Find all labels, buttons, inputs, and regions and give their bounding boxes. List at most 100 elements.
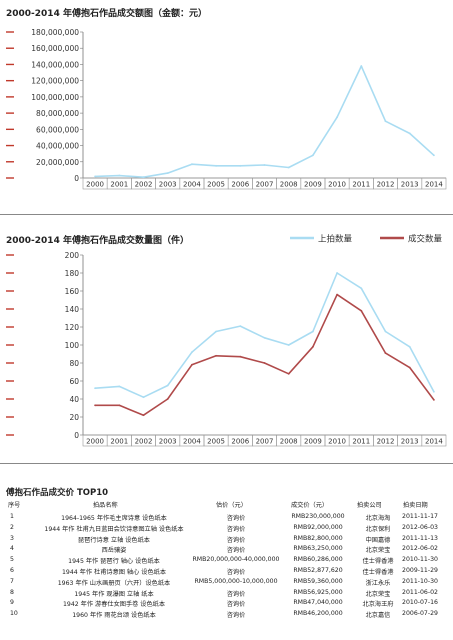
data-point [239, 355, 242, 358]
table-row: 8 1945 年作 观瀑图 立轴 纸本 咨询价 RMB56,925,000 北京荣宝 20… [0, 589, 453, 599]
revenue-chart: 0 20,000,000 40,000,000 60,000,000 80,000,00… [6, 28, 447, 190]
data-point [94, 404, 96, 407]
x-tick-label: 2007 [256, 180, 274, 188]
data-point [384, 330, 387, 333]
x-tick-box [421, 434, 447, 447]
x-tick-label: 2013 [401, 437, 419, 445]
data-point [94, 387, 96, 390]
data-point [287, 166, 290, 169]
y-tick-label: 40,000,000 [36, 142, 79, 151]
x-tick-label: 2000 [86, 180, 104, 188]
x-tick-label: 2005 [207, 437, 225, 445]
cell-lot-name: 1964-1965 年作毛主席诗意 设色纸本 [61, 515, 167, 522]
x-tick-label: 2003 [159, 437, 177, 445]
cell-rank: 7 [10, 577, 14, 585]
table-title: 傅抱石作品成交价 TOP10 [6, 488, 109, 498]
cell-estimate: 咨询价 [226, 590, 246, 598]
cell-price: RMB46,200,000 [293, 610, 343, 618]
x-tick-label: 2011 [352, 180, 370, 188]
table-row: 10 1960 年作 雨花台颂 设色纸本 咨询价 RMB46,200,000 北京嘉信 2… [0, 610, 453, 620]
data-point [336, 293, 338, 296]
x-tick-label: 2012 [377, 180, 395, 188]
cell-estimate: 咨询价 [226, 547, 246, 555]
y-tick-label: 120,000,000 [31, 77, 79, 86]
cell-rank: 2 [10, 523, 14, 531]
x-tick-label: 2001 [110, 437, 128, 445]
cell-estimate: 咨询价 [226, 569, 246, 576]
data-point [312, 330, 314, 333]
cell-auction-house: 佳士得香港 [362, 558, 394, 566]
table-row: 4 西岳骧姿 咨询价 RMB63,250,000 北京荣宝 2012-06-02 [0, 545, 453, 555]
chart2-title: 2000-2014 年傅抱石作品成交数量图（件） [6, 236, 189, 246]
data-point [94, 175, 96, 178]
data-point [263, 362, 266, 364]
x-tick-label: 2008 [280, 180, 298, 188]
cell-estimate: 咨询价 [226, 601, 246, 609]
data-point [118, 385, 121, 388]
cell-price: RMB82,800,000 [293, 534, 343, 542]
data-point [408, 345, 411, 348]
cell-estimate: RMB20,000,000-40,000,000 [192, 556, 280, 564]
header-auction-house: 拍卖公司 [357, 502, 382, 509]
y-tick-label: 0 [74, 431, 79, 440]
y-tick-label: 180 [65, 269, 80, 278]
x-tick-label: 2002 [135, 180, 153, 188]
x-tick-label: 2007 [256, 437, 274, 445]
cell-price: RMB63,250,000 [293, 545, 343, 553]
cell-auction-house: 北京保利 [365, 525, 391, 533]
header-auction-date: 拍卖日期 [403, 502, 428, 509]
data-point [360, 65, 363, 67]
y-tick-label: 100 [65, 341, 80, 350]
data-point [360, 287, 363, 290]
y-tick-label: 20,000,000 [36, 158, 79, 167]
cell-price: RMB60,286,000 [293, 556, 343, 564]
y-tick-label: 60 [69, 377, 79, 386]
cell-auction-date: 2011-11-17 [402, 513, 438, 520]
y-tick-label: 160,000,000 [31, 44, 79, 53]
cell-auction-date: 2011-11-13 [402, 534, 438, 542]
cell-rank: 1 [10, 513, 14, 520]
cell-lot-name: 1942 年作 游春仕女图手卷 设色纸本 [62, 601, 166, 609]
header-lot-name: 拍品名称 [93, 502, 118, 509]
table-row: 7 1963 年作 山水画册页（六开）设色纸本 RMB5,000,000-10,00… [0, 578, 453, 588]
data-point [433, 154, 435, 157]
y-tick-label: 120 [65, 323, 80, 332]
cell-estimate: 咨询价 [226, 536, 246, 544]
x-tick-label: 2010 [328, 180, 346, 188]
data-point [239, 325, 242, 327]
cell-lot-name: 西岳骧姿 [101, 547, 127, 555]
cell-auction-house: 北京嘉信 [365, 612, 391, 620]
cell-rank: 5 [10, 556, 14, 564]
x-tick-box [421, 177, 447, 190]
cell-rank: 3 [10, 534, 14, 542]
data-point [166, 398, 169, 400]
x-tick-label: 2004 [183, 437, 201, 445]
y-tick-label: 100,000,000 [31, 93, 79, 102]
cell-lot-name: 1960 年作 雨花台颂 设色纸本 [72, 612, 156, 620]
data-point [263, 336, 266, 339]
data-point [118, 174, 121, 177]
x-tick-label: 2012 [377, 437, 395, 445]
data-point [408, 132, 411, 135]
data-point [142, 176, 145, 179]
x-tick-label: 2008 [280, 437, 298, 445]
x-tick-label: 2001 [110, 180, 128, 188]
table-row: 1 1964-1965 年作毛主席诗意 设色纸本 咨询价 RMB230,000,000… [0, 513, 453, 523]
cell-estimate: 咨询价 [226, 612, 246, 620]
table-row: 3 琵琶行诗意 立轴 设色纸本 咨询价 RMB82,800,000 中国嘉德 2011-1… [0, 535, 453, 545]
cell-auction-house: 北京海王府 [362, 601, 394, 609]
table-row: 9 1942 年作 游春仕女图手卷 设色纸本 咨询价 RMB47,040,000 北京海… [0, 599, 453, 609]
x-tick-label: 2009 [304, 180, 322, 188]
cell-lot-name: 1963 年作 山水画册页（六开）设色纸本 [57, 579, 171, 587]
cell-auction-date: 2012-06-02 [402, 545, 438, 553]
cell-rank: 9 [10, 599, 14, 607]
data-point [215, 164, 218, 167]
cell-lot-name: 琵琶行诗意 立轴 设色纸本 [78, 536, 150, 544]
series-line-2 [95, 293, 435, 416]
data-point [336, 116, 338, 119]
cell-rank: 8 [10, 588, 14, 596]
cell-estimate: RMB5,000,000-10,000,000 [194, 577, 278, 585]
table-row: 2 1944 年作 杜甫九日蓝田会饮诗意图立轴 设色纸本 咨询价 RMB92,000,… [0, 524, 453, 534]
cell-auction-house: 佳士得香港 [362, 569, 394, 576]
y-tick-label: 60,000,000 [36, 125, 79, 134]
